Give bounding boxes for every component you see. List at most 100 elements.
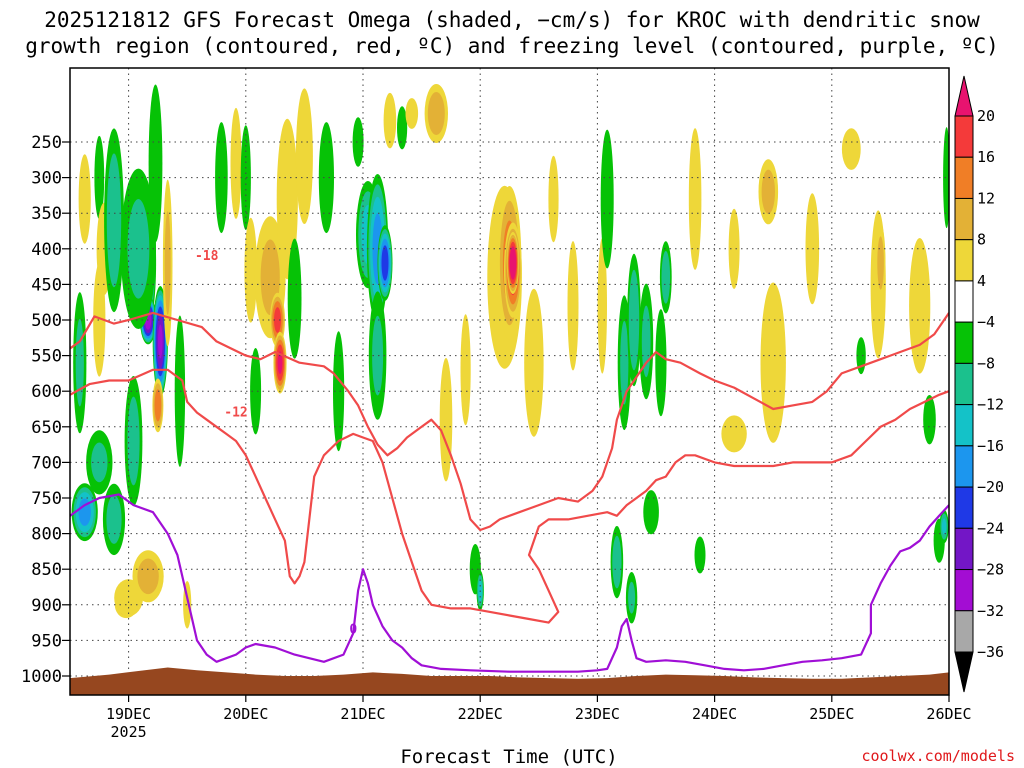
- omega-band: [460, 314, 471, 426]
- omega-band: [78, 154, 91, 244]
- omega-band: [93, 263, 106, 377]
- omega-band: [127, 199, 150, 299]
- colorbar-swatch: [954, 610, 974, 653]
- omega-band: [760, 282, 786, 443]
- colorbar-swatch: [954, 239, 974, 282]
- colorbar-label: −28: [977, 561, 1004, 579]
- omega-band: [381, 245, 389, 281]
- omega-band: [923, 395, 936, 445]
- chart-title-line-2: growth region (contoured, red, ºC) and f…: [25, 34, 999, 58]
- omega-band: [75, 318, 84, 407]
- omega-feature-32: [287, 238, 302, 359]
- colorbar-label: 20: [977, 107, 995, 125]
- omega-feature-46: [460, 314, 471, 426]
- omega-band: [805, 193, 820, 305]
- omega-feature-69: [721, 415, 747, 453]
- omega-feature-20: [152, 378, 164, 433]
- omega-band: [106, 153, 122, 288]
- omega-feature-35: [333, 331, 345, 452]
- y-tick-label: 500: [31, 311, 62, 331]
- credit-text[interactable]: coolwx.com/models: [861, 747, 1015, 765]
- colorbar-label: −16: [977, 437, 1004, 455]
- omega-band: [250, 348, 262, 435]
- omega-feature-39: [377, 225, 393, 301]
- omega-band: [643, 490, 659, 535]
- y-tick-label: 700: [31, 453, 62, 473]
- terrain-fill: [70, 667, 949, 695]
- omega-band: [567, 241, 579, 371]
- omega-band: [91, 442, 108, 483]
- omega-band: [661, 250, 671, 304]
- omega-band: [352, 117, 364, 167]
- plot-background: [70, 68, 949, 695]
- colorbar-swatch: [954, 197, 974, 241]
- omega-feature-34: [318, 122, 334, 234]
- colorbar-label: −32: [977, 602, 1004, 620]
- omega-band: [154, 389, 162, 422]
- omega-band: [164, 211, 171, 315]
- omega-feature-43: [405, 98, 419, 129]
- y-tick-label: 850: [31, 560, 62, 580]
- omega-feature-27: [250, 348, 262, 435]
- colorbar-label: −12: [977, 396, 1004, 414]
- colorbar-bottom-arrow: [954, 651, 974, 693]
- omega-feature-4: [93, 263, 106, 377]
- omega-band: [405, 98, 419, 129]
- omega-feature-29: [270, 292, 285, 348]
- omega-feature-55: [567, 241, 579, 371]
- y-tick-label: 550: [31, 347, 62, 367]
- omega-feature-71: [758, 159, 779, 225]
- dgz-contour-label: -18: [195, 249, 219, 264]
- omega-band: [841, 128, 861, 170]
- omega-feature-52: [506, 232, 519, 294]
- omega-feature-24: [230, 107, 242, 219]
- omega-feature-62: [659, 241, 672, 314]
- omega-band: [333, 331, 345, 452]
- omega-band: [600, 129, 614, 269]
- omega-feature-31: [276, 118, 298, 280]
- omega-band: [761, 169, 775, 214]
- omega-band: [941, 518, 947, 535]
- y-tick-label: 250: [31, 133, 62, 153]
- omega-feature-17: [120, 168, 156, 329]
- omega-feature-60: [639, 283, 654, 400]
- omega-feature-61: [655, 309, 667, 417]
- chart-title-line-1: 2025121812 GFS Forecast Omega (shaded, −…: [44, 8, 980, 32]
- dgz-contour-label: -12: [224, 406, 247, 421]
- omega-feature-65: [643, 490, 659, 535]
- colorbar-swatch: [954, 445, 974, 488]
- colorbar-label: −8: [977, 354, 995, 372]
- omega-feature-1: [94, 135, 105, 220]
- omega-feature-26: [244, 217, 257, 323]
- omega-feature-23: [215, 122, 228, 234]
- colorbar-swatch: [954, 569, 974, 612]
- omega-feature-5: [104, 128, 124, 313]
- x-tick-label: 23DEC: [575, 705, 620, 723]
- colorbar-swatch: [954, 321, 974, 364]
- omega-band: [287, 238, 302, 359]
- omega-feature-0: [78, 154, 91, 244]
- omega-band: [78, 498, 91, 526]
- y-tick-label: 800: [31, 525, 62, 545]
- x-tick-label: 25DEC: [809, 705, 854, 723]
- omega-feature-33: [295, 88, 313, 224]
- dgz-contour: [70, 311, 949, 532]
- grid-lines: [70, 68, 949, 695]
- freezing-contour-label: 0: [349, 623, 357, 638]
- omega-band: [628, 269, 640, 371]
- omega-band: [230, 107, 242, 219]
- colorbar-label: −4: [977, 313, 995, 331]
- colorbar-swatch: [954, 486, 974, 529]
- omega-band: [274, 307, 281, 333]
- y-tick-label: 400: [31, 240, 62, 260]
- omega-feature-72: [805, 193, 820, 305]
- omega-band: [106, 495, 122, 544]
- omega-band: [728, 208, 740, 289]
- omega-band: [383, 92, 397, 149]
- omega-band: [174, 315, 186, 467]
- omega-feature-59: [627, 253, 641, 387]
- omega-feature-75: [875, 224, 886, 302]
- omega-feature-40: [368, 291, 387, 420]
- colorbar-top-arrow: [954, 75, 974, 117]
